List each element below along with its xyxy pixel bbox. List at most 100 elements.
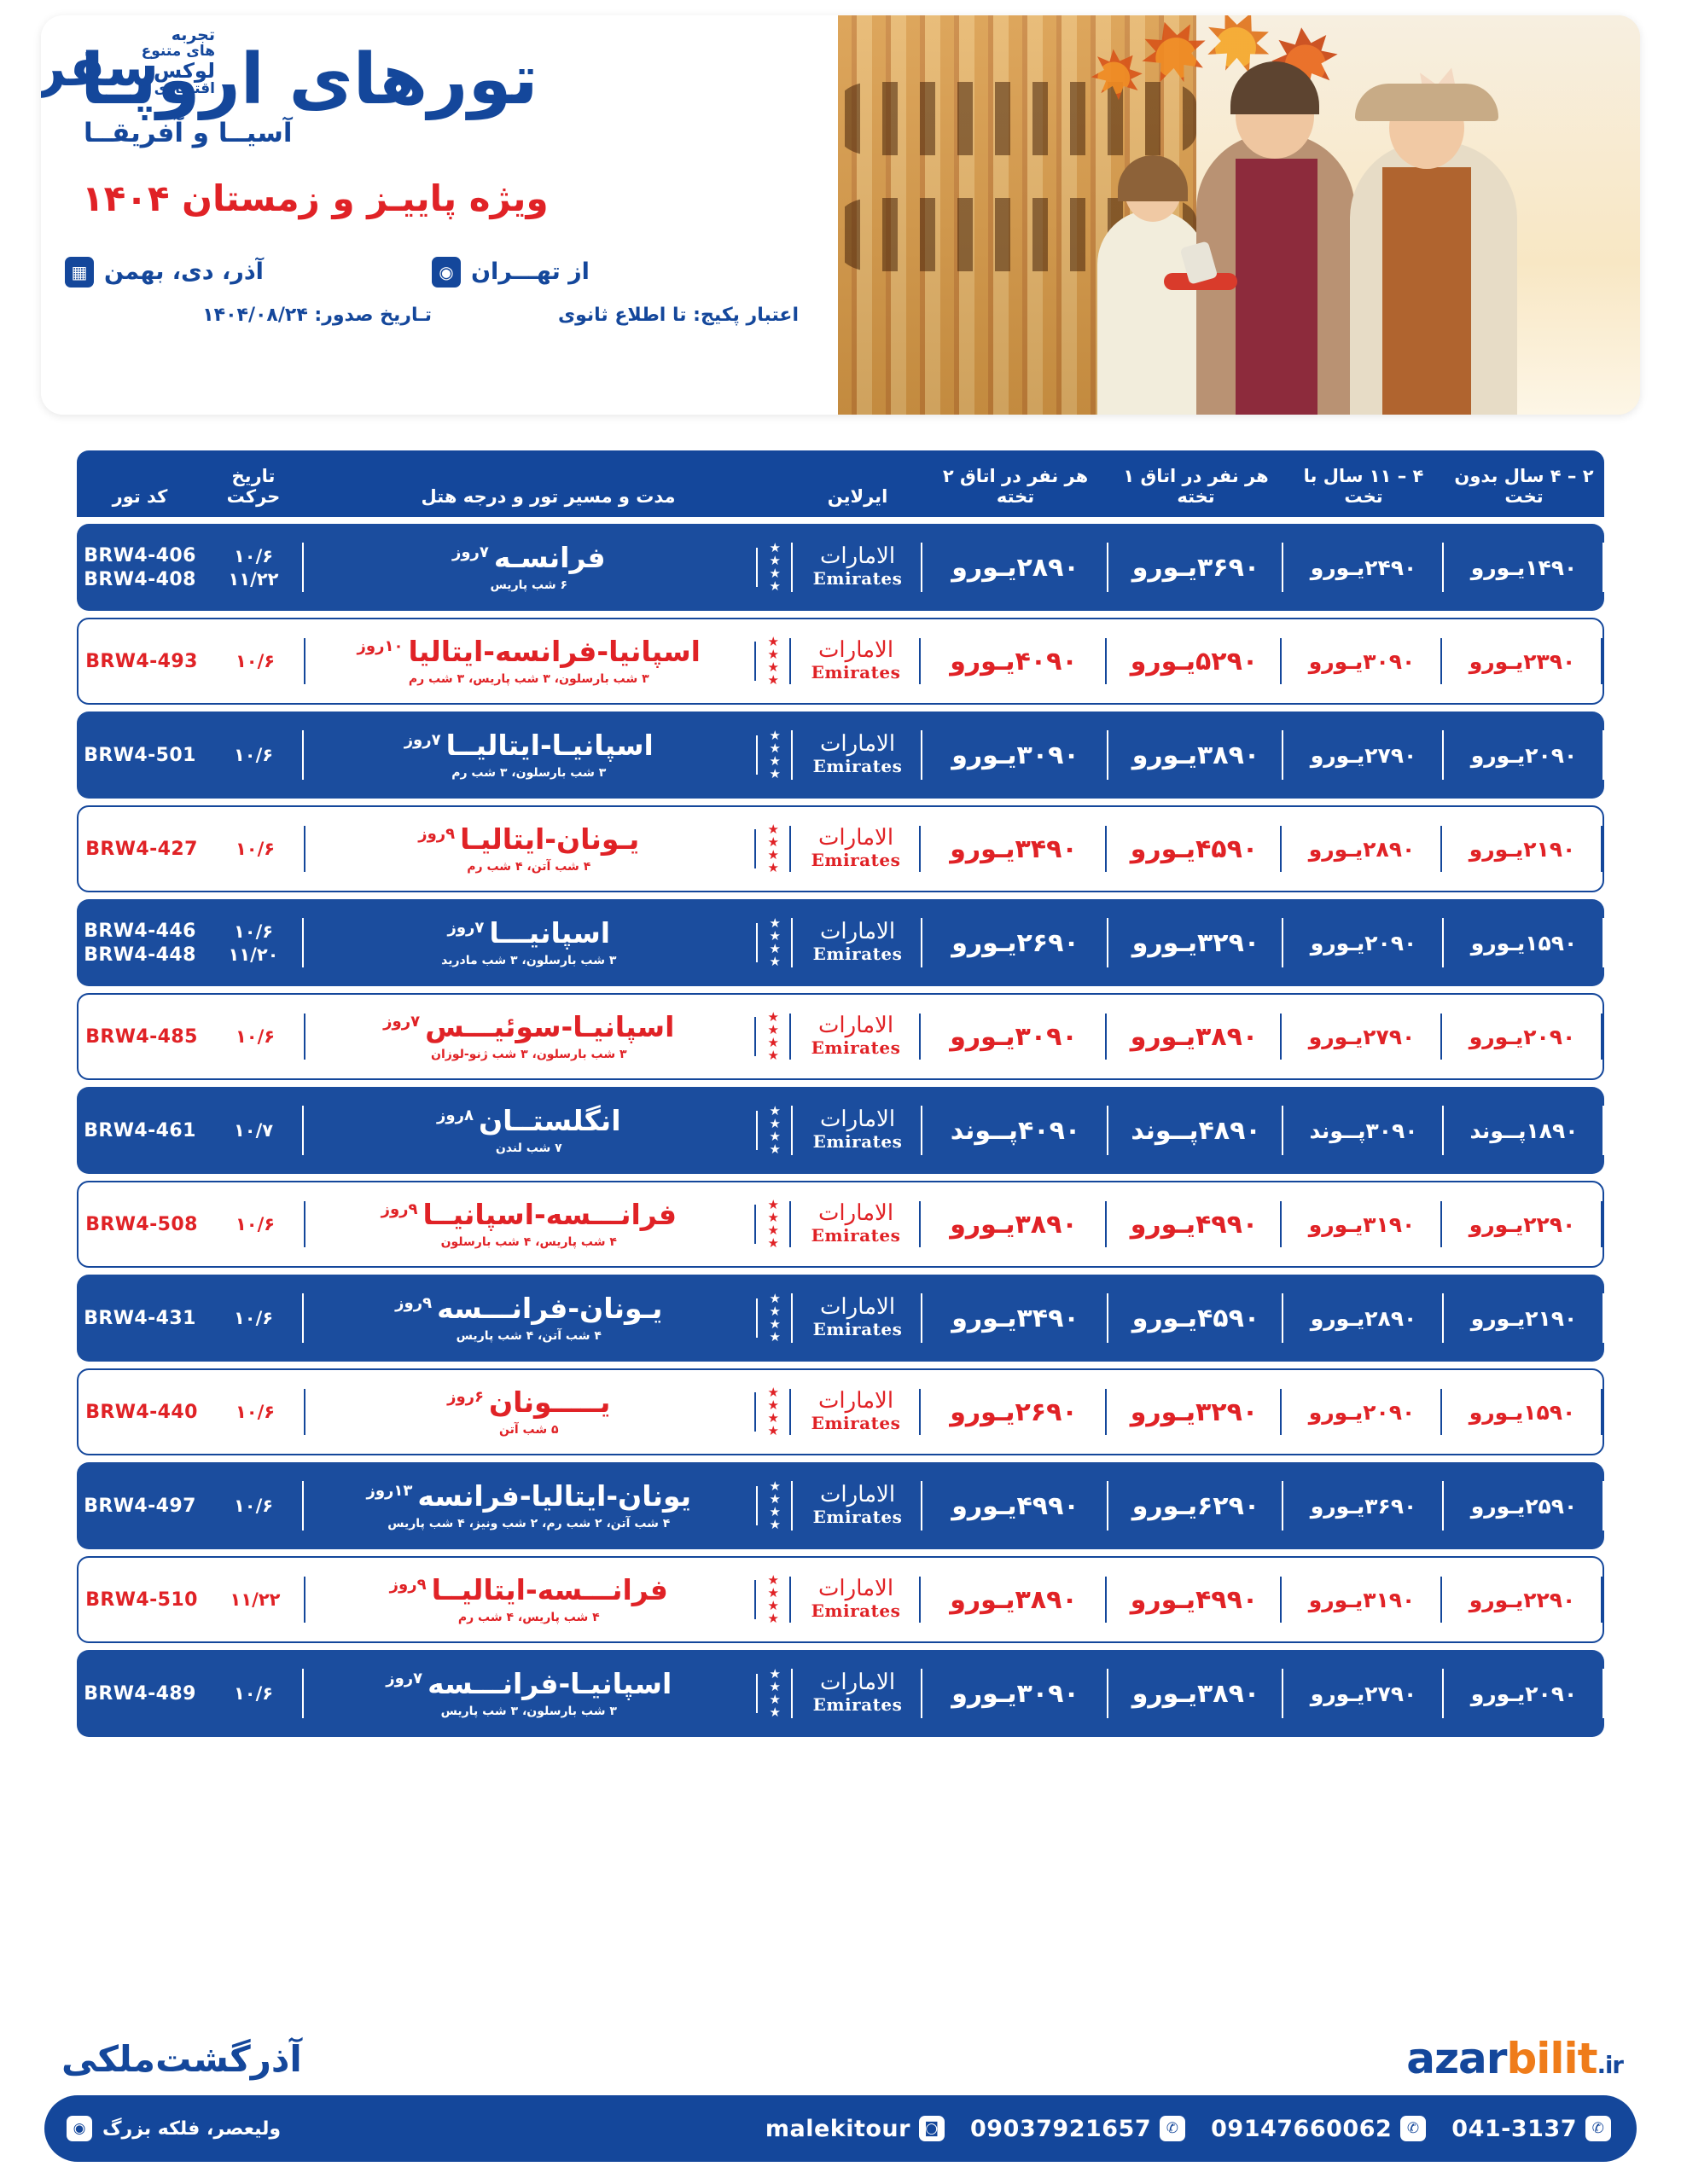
price-child-no-bed: ۲۰۹۰یـورو xyxy=(1469,1024,1576,1049)
price-single-room: ۴۸۹۰پــوند xyxy=(1131,1115,1261,1146)
cell-price-single: ۴۹۹۰یـورو xyxy=(1107,1182,1282,1266)
contact-item[interactable]: ◙ malekitour xyxy=(765,2116,945,2142)
contact-item[interactable]: ✆ 09037921657 xyxy=(970,2116,1186,2142)
emirates-logo: الامارات Emirates xyxy=(811,1013,901,1058)
hotel-star-icon: ★ xyxy=(769,1516,781,1532)
cell-price-double: ۴۰۹۰یـورو xyxy=(921,619,1107,703)
cell-departure-date: ۱۰/۶ xyxy=(203,1650,304,1737)
cell-departure-date: ۱۰/۶ xyxy=(205,807,305,891)
cell-price-single: ۵۲۹۰یـورو xyxy=(1107,619,1282,703)
hotel-rating: ★ ★ ★ ★ xyxy=(755,1292,781,1343)
contact-value: malekitour xyxy=(765,2115,910,2142)
price-child-with-bed: ۲۰۹۰یـورو xyxy=(1310,930,1417,956)
table-row[interactable]: BRW4-510 ۱۱/۲۲ فرانـــسه-ایتالیــا۹روز ۴… xyxy=(77,1556,1604,1643)
price-single-room: ۳۸۹۰یـورو xyxy=(1131,1678,1260,1709)
hotel-star-icon: ★ xyxy=(769,940,781,956)
tour-duration: ۷روز xyxy=(447,918,485,937)
cell-airline: الامارات Emirates xyxy=(793,1275,922,1362)
table-row[interactable]: BRW4-489 ۱۰/۶ اسپانیـا-فرانـــسه۷روز ۳ ش… xyxy=(77,1650,1604,1737)
cell-departure-date: ۱۰/۶ xyxy=(203,1462,304,1549)
price-double-room: ۲۶۹۰یـورو xyxy=(950,1397,1078,1427)
cell-price-child-bed: ۲۸۹۰یـورو xyxy=(1283,1275,1444,1362)
contact-item[interactable]: ✆ 041-3137 xyxy=(1451,2116,1611,2142)
airline-name: Emirates xyxy=(812,1319,903,1339)
table-row[interactable]: BRW4-497 ۱۰/۶ یونان-ایتالیا-فرانسه۱۳روز … xyxy=(77,1462,1604,1549)
badge-word-safar: سفر xyxy=(41,36,159,98)
table-row[interactable]: BRW4-461 ۱۰/۷ انگلستــان۸روز ۷ شب لندن ★… xyxy=(77,1087,1604,1174)
price-single-room: ۴۵۹۰یـورو xyxy=(1131,1303,1260,1333)
emirates-mark-icon: الامارات xyxy=(817,1013,894,1038)
tour-nights-detail: ۶ شب پاریس xyxy=(490,578,568,593)
cell-price-child-nobed: ۱۵۹۰یـورو xyxy=(1442,1370,1602,1454)
child-hair xyxy=(1118,155,1188,201)
th-tour-code: کد تور xyxy=(112,486,168,507)
table-row[interactable]: BRW4-427 ۱۰/۶ یـونان-ایتالیـا۹روز ۴ شب آ… xyxy=(77,805,1604,892)
cell-price-double: ۴۹۹۰یـورو xyxy=(922,1462,1108,1549)
emirates-logo: الامارات Emirates xyxy=(813,733,903,776)
cell-price-double: ۳۰۹۰یـورو xyxy=(922,712,1108,799)
hotel-star-icon: ★ xyxy=(767,646,779,662)
price-child-with-bed: ۳۰۹۰پــوند xyxy=(1309,1118,1418,1143)
tour-duration: ۷روز xyxy=(386,1669,423,1687)
price-child-no-bed: ۲۱۹۰یـورو xyxy=(1469,836,1576,862)
table-row[interactable]: BRW4-406 BRW4-408 ۱۰/۶ ۱۱/۲۲ فرانسـه۷روز ۶… xyxy=(77,524,1604,611)
tour-duration: ۱۳روز xyxy=(366,1481,413,1500)
cell-price-child-bed: ۲۷۹۰یـورو xyxy=(1282,995,1442,1078)
table-row[interactable]: BRW4-446 BRW4-448 ۱۰/۶ ۱۱/۲۰ اسپانیـــا۷رو… xyxy=(77,899,1604,986)
table-body: BRW4-406 BRW4-408 ۱۰/۶ ۱۱/۲۲ فرانسـه۷روز ۶… xyxy=(77,524,1604,1737)
cell-price-child-bed: ۳۰۹۰یـورو xyxy=(1282,619,1442,703)
cell-airline: الامارات Emirates xyxy=(793,899,922,986)
hotel-rating: ★ ★ ★ ★ xyxy=(755,1104,781,1155)
cell-price-double: ۳۸۹۰یـورو xyxy=(921,1558,1107,1641)
cell-price-child-nobed: ۲۰۹۰یـورو xyxy=(1444,712,1604,799)
hotel-rating: ★ ★ ★ ★ xyxy=(755,727,781,780)
table-row[interactable]: BRW4-440 ۱۰/۶ یـــــونان۶روز ۵ شب آتن ★ ★… xyxy=(77,1368,1604,1455)
tour-code: BRW4-485 xyxy=(85,1025,198,1048)
cell-tour-route: انگلستــان۸روز ۷ شب لندن ★ ★ ★ ★ xyxy=(304,1087,793,1174)
cell-price-child-bed: ۲۴۹۰یـورو xyxy=(1283,524,1444,611)
azarbilit-logo[interactable]: azarbilit.ir xyxy=(1406,2034,1624,2083)
hotel-rating: ★ ★ ★ ★ xyxy=(753,1384,779,1437)
cell-price-child-nobed: ۱۵۹۰یـورو xyxy=(1444,899,1604,986)
tour-name: اسپانیـــا۷روز xyxy=(447,915,611,950)
departure-months: ▦ آذر، دی، بهمن xyxy=(65,256,432,288)
hotel-star-icon: ★ xyxy=(769,727,781,743)
price-child-with-bed: ۲۷۹۰یـورو xyxy=(1310,1681,1417,1706)
emirates-logo: الامارات Emirates xyxy=(811,1577,901,1621)
table-row[interactable]: BRW4-485 ۱۰/۶ اسپانیـا-سوئیـــس۷روز ۳ شب… xyxy=(77,993,1604,1080)
footer-brands: آذرگشت‌ملکی azarbilit.ir xyxy=(0,2017,1681,2095)
price-child-no-bed: ۲۳۹۰یـورو xyxy=(1469,648,1576,674)
departure-date: ۱۰/۶ xyxy=(235,651,276,671)
cell-departure-date: ۱۰/۷ xyxy=(203,1087,304,1174)
departure-date: ۱۰/۶ xyxy=(233,1308,274,1328)
th-airline: ایرلاین xyxy=(827,486,888,507)
airline-name: Emirates xyxy=(811,1037,901,1058)
airline-name: Emirates xyxy=(812,1131,903,1152)
cell-price-child-bed: ۳۱۹۰یـورو xyxy=(1282,1182,1442,1266)
hotel-star-icon: ★ xyxy=(767,1047,779,1063)
hotel-star-icon: ★ xyxy=(767,1209,779,1225)
table-row[interactable]: BRW4-431 ۱۰/۶ یـونان-فرانـــسه۹روز ۴ شب … xyxy=(77,1275,1604,1362)
hotel-star-icon: ★ xyxy=(769,1316,781,1332)
cell-tour-route: یـــــونان۶روز ۵ شب آتن ★ ★ ★ ★ xyxy=(305,1370,791,1454)
table-row[interactable]: BRW4-508 ۱۰/۶ فرانـــسه-اسپانیــا۹روز ۴ … xyxy=(77,1181,1604,1268)
price-child-with-bed: ۳۱۹۰یـورو xyxy=(1308,1211,1416,1237)
hotel-star-icon: ★ xyxy=(767,821,779,837)
price-double-room: ۳۴۹۰یـورو xyxy=(951,1303,1079,1333)
tour-code: BRW4-427 xyxy=(85,838,198,860)
price-child-no-bed: ۲۲۹۰یـورو xyxy=(1469,1587,1576,1612)
cell-tour-code: BRW4-461 xyxy=(77,1087,203,1174)
contact-item[interactable]: ✆ 09147660062 xyxy=(1211,2116,1427,2142)
hotel-star-icon: ★ xyxy=(767,1384,779,1400)
airline-name: Emirates xyxy=(812,1507,903,1527)
table-row[interactable]: BRW4-493 ۱۰/۶ اسپانیا-فرانسه-ایتالیا۱۰رو… xyxy=(77,618,1604,705)
tour-nights-detail: ۴ شب پاریس، ۴ شب رم xyxy=(457,1611,600,1625)
cell-tour-route: اسپانیـا-سوئیـــس۷روز ۳ شب بارسلون، ۳ شب… xyxy=(305,995,791,1078)
cell-airline: الامارات Emirates xyxy=(791,995,921,1078)
tour-code: BRW4-489 xyxy=(84,1682,196,1705)
table-row[interactable]: BRW4-501 ۱۰/۶ اسپانیـا-ایتالیــا۷روز ۳ ش… xyxy=(77,712,1604,799)
location-pin-icon: ◉ xyxy=(67,2116,92,2141)
hotel-star-icon: ★ xyxy=(767,1034,779,1050)
tour-name: اسپانیـا-ایتالیــا۷روز xyxy=(404,728,654,762)
airline-name: Emirates xyxy=(811,1413,901,1433)
